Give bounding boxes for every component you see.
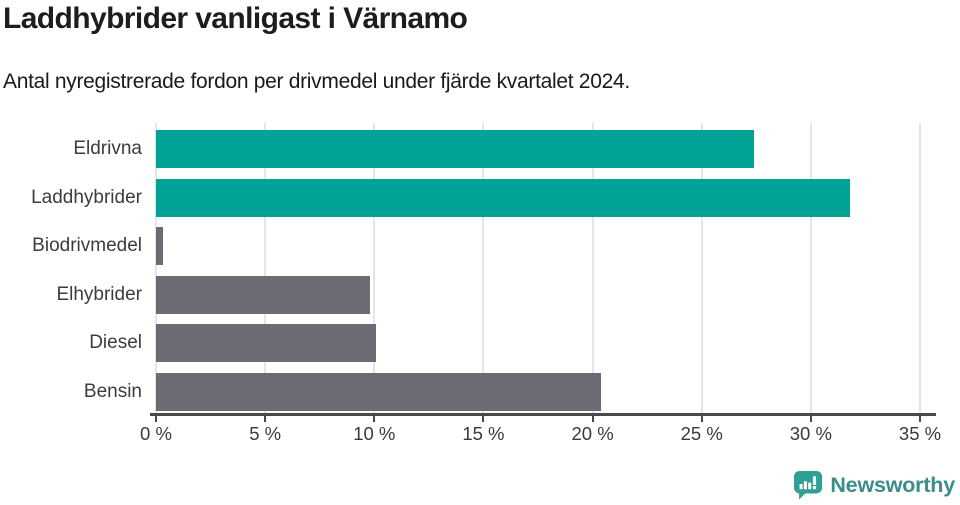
x-tick-label-30: 30 %	[789, 423, 832, 444]
x-tick-label-20: 20 %	[571, 423, 614, 444]
gridline-15	[482, 123, 485, 414]
bar-diesel	[156, 324, 377, 362]
x-tick-label-0: 0 %	[140, 423, 172, 444]
x-tick-25	[700, 416, 703, 422]
gridline-35	[919, 123, 921, 414]
newsworthy-logo-text: Newsworthy	[830, 472, 955, 497]
footer-branding: Newsworthy	[793, 470, 955, 500]
bar-chart: Eldrivna Laddhybrider Biodrivmedel Elhybrid…	[31, 123, 942, 444]
x-tick-label-15: 15 %	[462, 423, 505, 444]
plot-area	[155, 123, 921, 414]
x-tick-label-5: 5 %	[249, 423, 282, 444]
gridline-25	[700, 123, 703, 414]
category-label-biodrivmedel: Biodrivmedel	[32, 235, 142, 256]
x-tick-35	[919, 416, 921, 422]
x-tick-30	[809, 416, 812, 422]
bar-bensin	[156, 372, 602, 411]
x-tick-5	[264, 416, 267, 422]
bar-laddhybrider	[156, 178, 851, 217]
bar-biodrivmedel	[156, 227, 163, 265]
chart-title: Laddhybrider vanligast i Värnamo	[3, 2, 468, 35]
bar-elhybrider	[156, 275, 370, 314]
gridline-0	[155, 123, 157, 414]
category-label-bensin: Bensin	[83, 380, 142, 402]
bar-eldrivna	[156, 130, 755, 168]
x-tick-label-25: 25 %	[680, 423, 723, 444]
category-label-laddhybrider: Laddhybrider	[31, 186, 142, 208]
x-tick-0	[155, 416, 157, 422]
gridline-10	[373, 123, 376, 414]
x-tick-15	[482, 416, 485, 422]
x-tick-label-35: 35 %	[898, 423, 942, 444]
x-tick-label-10: 10 %	[353, 423, 396, 444]
category-label-elhybrider: Elhybrider	[56, 283, 142, 305]
x-tick-20	[591, 416, 594, 422]
x-tick-10	[373, 416, 376, 422]
newsworthy-logo-icon	[794, 470, 823, 500]
category-label-eldrivna: Eldrivna	[73, 138, 142, 159]
gridline-20	[591, 123, 594, 414]
chart-subtitle: Antal nyregistrerade fordon per drivmede…	[3, 70, 630, 93]
gridline-30	[809, 123, 812, 414]
gridline-5	[264, 123, 267, 414]
category-label-diesel: Diesel	[89, 332, 142, 353]
x-axis-line	[150, 413, 936, 416]
